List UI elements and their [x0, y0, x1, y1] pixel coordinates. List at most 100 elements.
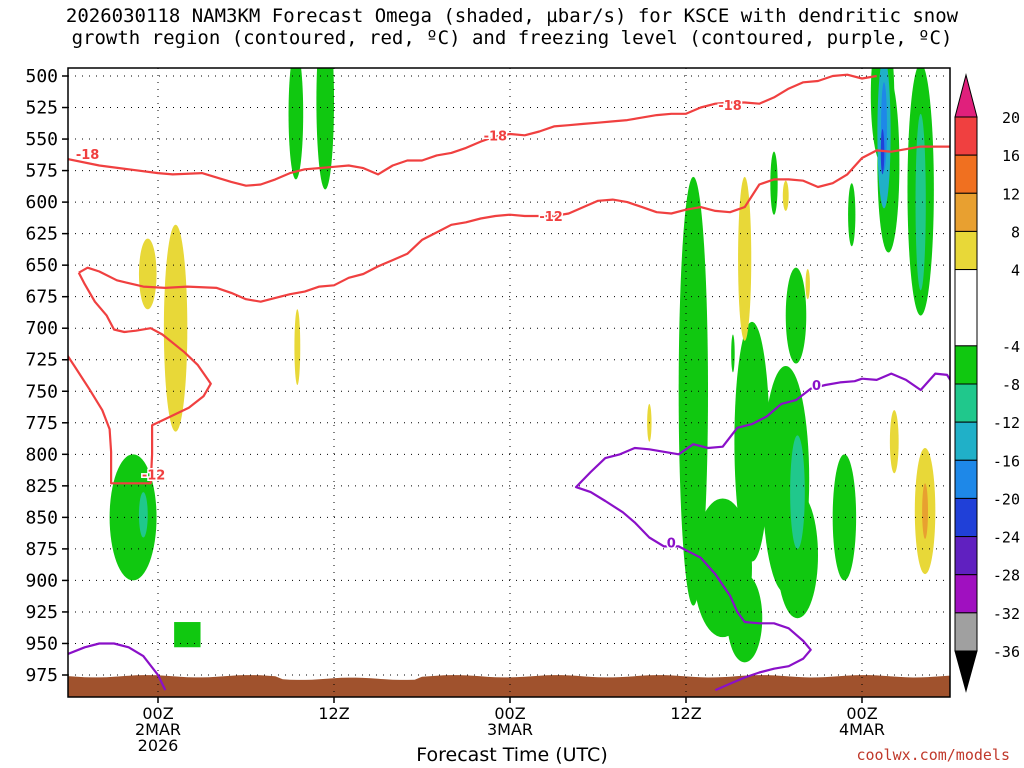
contour-series-0 [68, 73, 877, 187]
omega-region-23 [805, 268, 810, 300]
ytick-label-625: 625 [25, 224, 58, 245]
colorbar-band-6 [954, 383, 978, 423]
xtick-label-42-0: 12Z [670, 704, 701, 723]
ytick-label-550: 550 [25, 129, 58, 150]
contour-series-3 [574, 372, 950, 692]
contour-series-4 [68, 642, 167, 691]
colorbar-band-7 [954, 421, 978, 461]
colorbar-band-9 [954, 497, 978, 538]
contour-label-0-0: -18 [76, 148, 100, 163]
omega-region-33 [922, 483, 928, 539]
contour-series-2 [68, 272, 212, 485]
omega-region-2 [138, 492, 148, 538]
ytick-label-975: 975 [25, 665, 58, 686]
ytick-label-500: 500 [25, 66, 58, 87]
omega-region-31 [915, 113, 926, 291]
ytick-label-725: 725 [25, 350, 58, 371]
site-credit: coolwx.com/models [856, 746, 1010, 764]
xtick-label-6-1: 2MAR [135, 720, 181, 739]
plot-frame [67, 67, 951, 698]
chart-title-line2: growth region (contoured, red, ºC) and f… [71, 27, 953, 49]
xtick-label-6-0: 00Z [142, 704, 173, 723]
colorbar-band-10 [954, 536, 978, 576]
colorbar-band-4 [954, 269, 978, 347]
ytick-label-575: 575 [25, 161, 58, 182]
colorbar-band-2 [954, 192, 978, 232]
colorbar-label--8: -8 [1002, 376, 1020, 394]
omega-region-1 [109, 454, 157, 581]
x-axis-label: Forecast Time (UTC) [416, 744, 608, 766]
omega-colorbar: 20 16 12 8 4 -4 -8 -12 -16 -20 -24 -28 -32 -36 [954, 73, 1020, 693]
colorbar-label-20: 20 [1002, 109, 1020, 127]
omega-region-10 [734, 321, 770, 562]
colorbar-band-1 [954, 154, 978, 194]
colorbar-band-11 [954, 574, 978, 614]
omega-region-15 [776, 492, 818, 619]
ytick-label-675: 675 [25, 287, 58, 308]
omega-region-14 [785, 267, 807, 364]
ytick-label-750: 750 [25, 381, 58, 402]
omega-region-21 [738, 176, 752, 341]
ytick-label-775: 775 [25, 413, 58, 434]
omega-region-4 [316, 68, 334, 190]
contour-label-1-1: -12 [539, 210, 563, 225]
xtick-label-54-0: 00Z [846, 704, 877, 723]
contour-label-3-0: 0 [667, 537, 676, 552]
omega-region-18 [770, 151, 778, 215]
colorbar-band-3 [954, 230, 978, 271]
chart-title-line1: 2026030118 NAM3KM Forecast Omega (shaded… [65, 5, 959, 27]
colorbar-band-8 [954, 459, 978, 499]
ground-fill [68, 675, 950, 697]
ytick-label-800: 800 [25, 444, 58, 465]
omega-region-12 [727, 574, 763, 663]
xtick-label-30-0: 00Z [494, 704, 525, 723]
colorbar-bottom-arrow [954, 650, 978, 693]
xtick-label-54-1: 4MAR [839, 720, 885, 739]
contour-label-0-1: -18 [484, 129, 508, 144]
ytick-label-650: 650 [25, 255, 58, 276]
colorbar-label-16: 16 [1002, 147, 1020, 165]
y-axis-ticks: 500 525 550 575 600 625 650 675 700 725 750 775 800 8… [25, 66, 68, 686]
colorbar-label-12: 12 [1002, 185, 1020, 203]
omega-region-3 [288, 68, 304, 180]
colorbar-label-8: 8 [1011, 223, 1020, 241]
ytick-label-850: 850 [25, 507, 58, 528]
omega-region-7 [294, 309, 301, 385]
omega-region-6 [138, 238, 157, 310]
ytick-label-525: 525 [25, 98, 58, 119]
colorbar-label--16: -16 [993, 452, 1020, 470]
contour-label-1-0: -12 [142, 468, 166, 483]
colorbar-label--36: -36 [993, 643, 1020, 661]
omega-region-9 [678, 176, 708, 606]
xtick-label-30-1: 3MAR [487, 720, 533, 739]
ytick-label-600: 600 [25, 192, 58, 213]
colorbar-band-0 [954, 116, 978, 156]
colorbar-label-4: 4 [1011, 262, 1020, 280]
colorbar-label--32: -32 [993, 605, 1020, 623]
colorbar-label--4: -4 [1002, 338, 1020, 356]
omega-region-19 [731, 334, 735, 373]
xtick-label-18-0: 12Z [318, 704, 349, 723]
ytick-label-825: 825 [25, 476, 58, 497]
omega-region-20 [848, 183, 856, 247]
ytick-label-925: 925 [25, 602, 58, 623]
omega-shading [109, 68, 936, 663]
colorbar-top-arrow [954, 73, 978, 118]
colorbar-label--24: -24 [993, 529, 1020, 547]
colorbar-label--28: -28 [993, 567, 1020, 585]
omega-region-16 [790, 435, 805, 549]
contour-label-3-1: 0 [812, 379, 821, 394]
omega-region-22 [782, 180, 789, 211]
ytick-label-950: 950 [25, 633, 58, 654]
colorbar-band-5 [954, 345, 978, 385]
contour-lines [68, 73, 950, 692]
ground-surface [68, 675, 950, 697]
omega-region-24 [889, 410, 899, 474]
xtick-label-6-2: 2026 [138, 736, 179, 755]
colorbar-label--20: -20 [993, 490, 1020, 508]
ytick-label-900: 900 [25, 570, 58, 591]
ytick-label-700: 700 [25, 318, 58, 339]
gridlines [68, 68, 950, 697]
